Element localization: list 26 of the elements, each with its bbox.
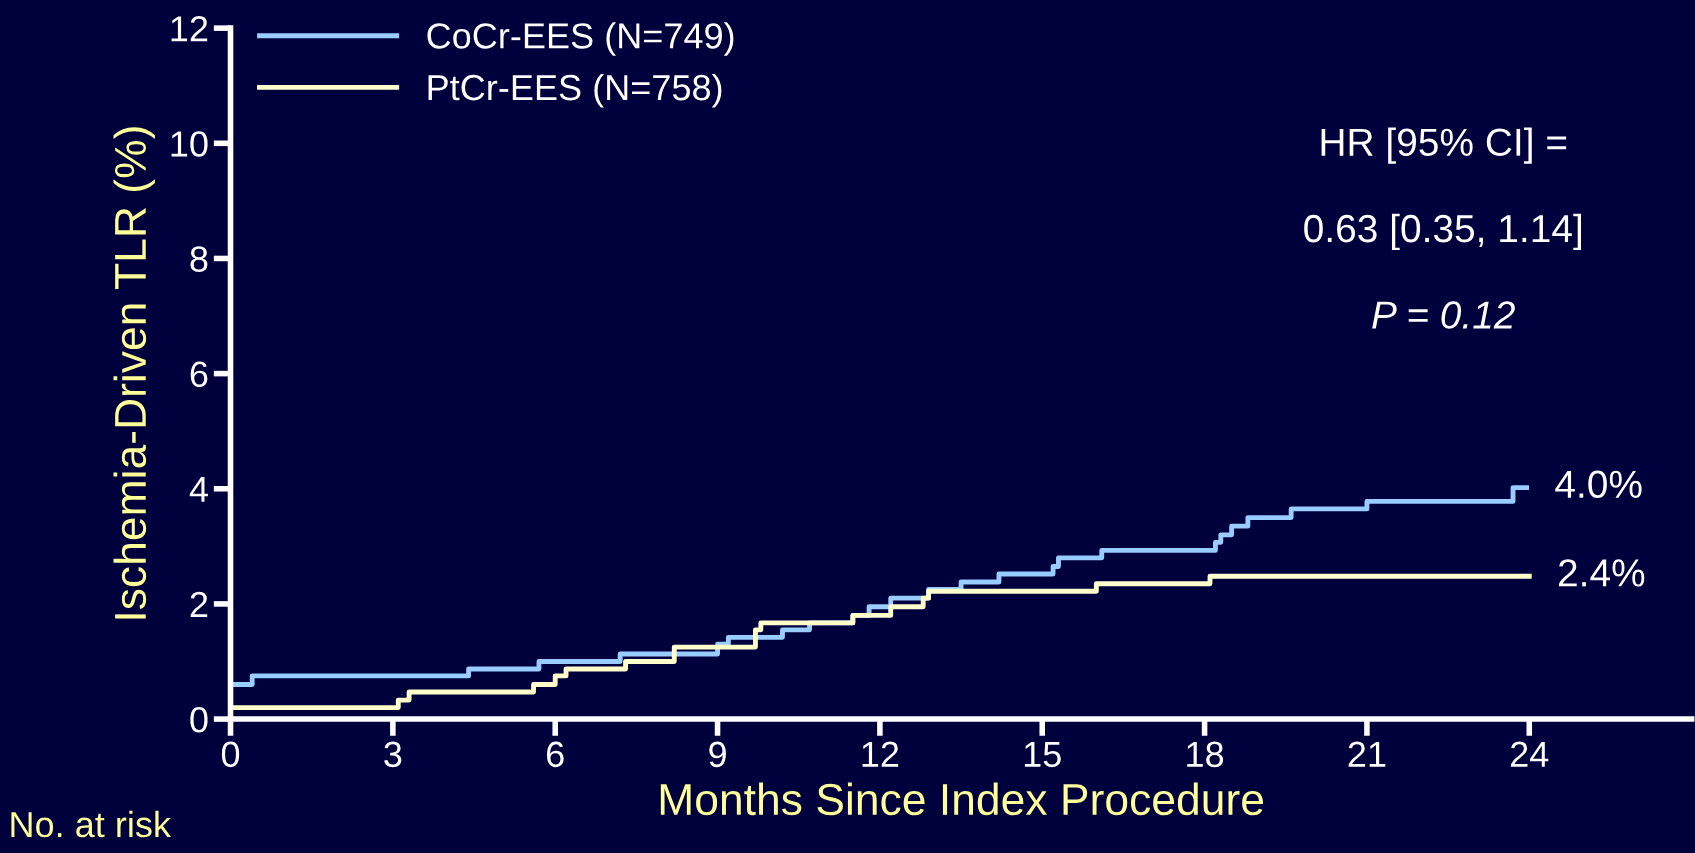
x-tick-label: 0: [221, 741, 240, 768]
y-tick-label: 0: [190, 706, 208, 733]
x-tick-label: 9: [709, 741, 726, 768]
y-tick-label: 12: [171, 16, 208, 42]
y-tick-label: 10: [171, 131, 208, 157]
x-axis-title: Months Since Index Procedure: [660, 782, 1263, 816]
y-tick-label: 6: [190, 361, 208, 388]
annotation: HR [95% CI] =: [1321, 127, 1567, 164]
y-tick-label: 4: [189, 477, 208, 502]
x-tick-label: 3: [384, 741, 402, 768]
annotation: P = 0.12: [1372, 301, 1515, 329]
text: No. at risk: [11, 810, 172, 838]
x-tick-label: 24: [1511, 741, 1549, 767]
y-tick-label: 2: [190, 591, 208, 618]
y-axis-title: Ischemia-Driven TLR (%): [113, 127, 155, 619]
legend-label: CoCr-EES (N=749): [427, 22, 734, 56]
annotation: 4.0%: [1555, 470, 1642, 499]
x-tick-label: 12: [862, 741, 899, 767]
annotation: 2.4%: [1559, 559, 1645, 587]
x-tick-label: 15: [1024, 741, 1061, 768]
x-tick-label: 18: [1187, 741, 1224, 768]
x-tick-label: 6: [547, 741, 564, 768]
x-tick-label: 21: [1348, 741, 1386, 767]
annotation: 0.63 [0.35, 1.14]: [1304, 213, 1582, 251]
legend-label: PtCr-EES (N=758): [428, 73, 722, 108]
y-tick-label: 8: [190, 246, 208, 272]
